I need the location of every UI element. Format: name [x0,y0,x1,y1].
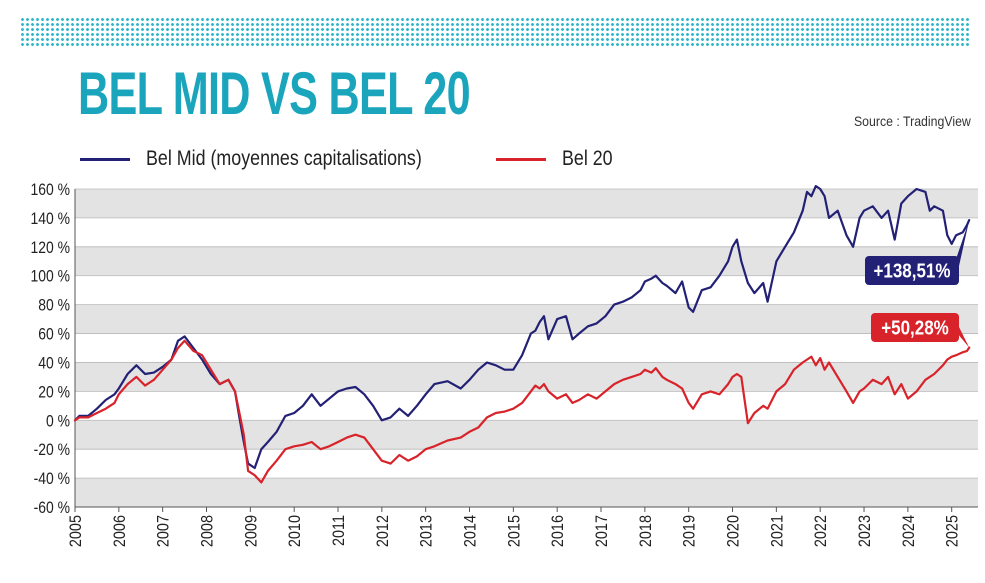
callout-bel-20-label: +50,28% [881,316,949,339]
y-tick-label: -60 % [34,499,71,518]
x-tick-label: 2015 [505,515,523,547]
callout-bel-mid-pointer [953,220,970,268]
grid-band [75,246,978,276]
x-tick-label: 2021 [768,515,786,547]
x-tick-label: 2012 [374,515,392,547]
x-tick-label: 2006 [111,515,129,547]
x-tick-label: 2017 [593,515,611,547]
x-tick-label: 2007 [155,515,173,547]
x-tick-label: 2024 [900,515,918,547]
callout-bel-20-box [871,313,959,342]
legend-swatch-bel-20 [496,157,547,161]
callout-bel-mid-box [865,256,959,285]
x-tick-label: 2023 [856,515,874,547]
legend-label-bel-mid: Bel Mid (moyennes capitalisations) [146,147,422,170]
y-tick-label: 140 % [31,210,71,229]
grid-band [75,304,978,334]
grid-band [75,189,978,218]
x-tick-label: 2025 [944,515,962,547]
legend-swatch-bel-mid [80,157,130,161]
callout-bel-mid-label: +138,51% [874,259,951,282]
y-tick-label: -20 % [34,441,71,460]
legend-item-bel-mid: Bel Mid (moyennes capitalisations) [80,147,470,171]
grid-band [75,420,978,450]
chart-legend: Bel Mid (moyennes capitalisations) Bel 2… [80,145,648,173]
legend-item-bel-20: Bel 20 [496,147,622,171]
y-tick-label: 0 % [46,412,70,431]
x-tick-label: 2011 [330,515,348,546]
grid-band [75,478,978,507]
y-tick-label: 160 % [31,181,71,200]
y-tick-label: 120 % [31,239,71,258]
decorative-dot-band [20,17,970,47]
x-tick-label: 2019 [681,515,699,547]
source-note: Source : TradingView [854,113,971,129]
x-tick-label: 2018 [637,515,655,547]
series-line-bel-20 [73,339,971,484]
grid-band [75,362,978,392]
y-tick-label: 60 % [38,325,70,344]
y-tick-label: 40 % [38,354,70,373]
x-tick-label: 2005 [67,515,85,547]
x-tick-label: 2009 [242,515,260,547]
legend-label-bel-20: Bel 20 [562,147,614,170]
x-tick-label: 2022 [812,515,830,547]
page-title: BEL MID VS BEL 20 [78,60,471,127]
x-tick-label: 2013 [418,515,436,547]
x-tick-label: 2020 [725,515,743,547]
x-tick-label: 2016 [549,515,567,547]
x-tick-label: 2014 [462,515,480,547]
x-tick-label: 2010 [286,515,304,547]
y-tick-label: 100 % [31,268,71,287]
y-tick-label: -40 % [34,470,71,489]
y-tick-label: 80 % [38,296,70,315]
y-tick-label: 20 % [38,383,70,402]
x-tick-label: 2008 [198,515,216,547]
